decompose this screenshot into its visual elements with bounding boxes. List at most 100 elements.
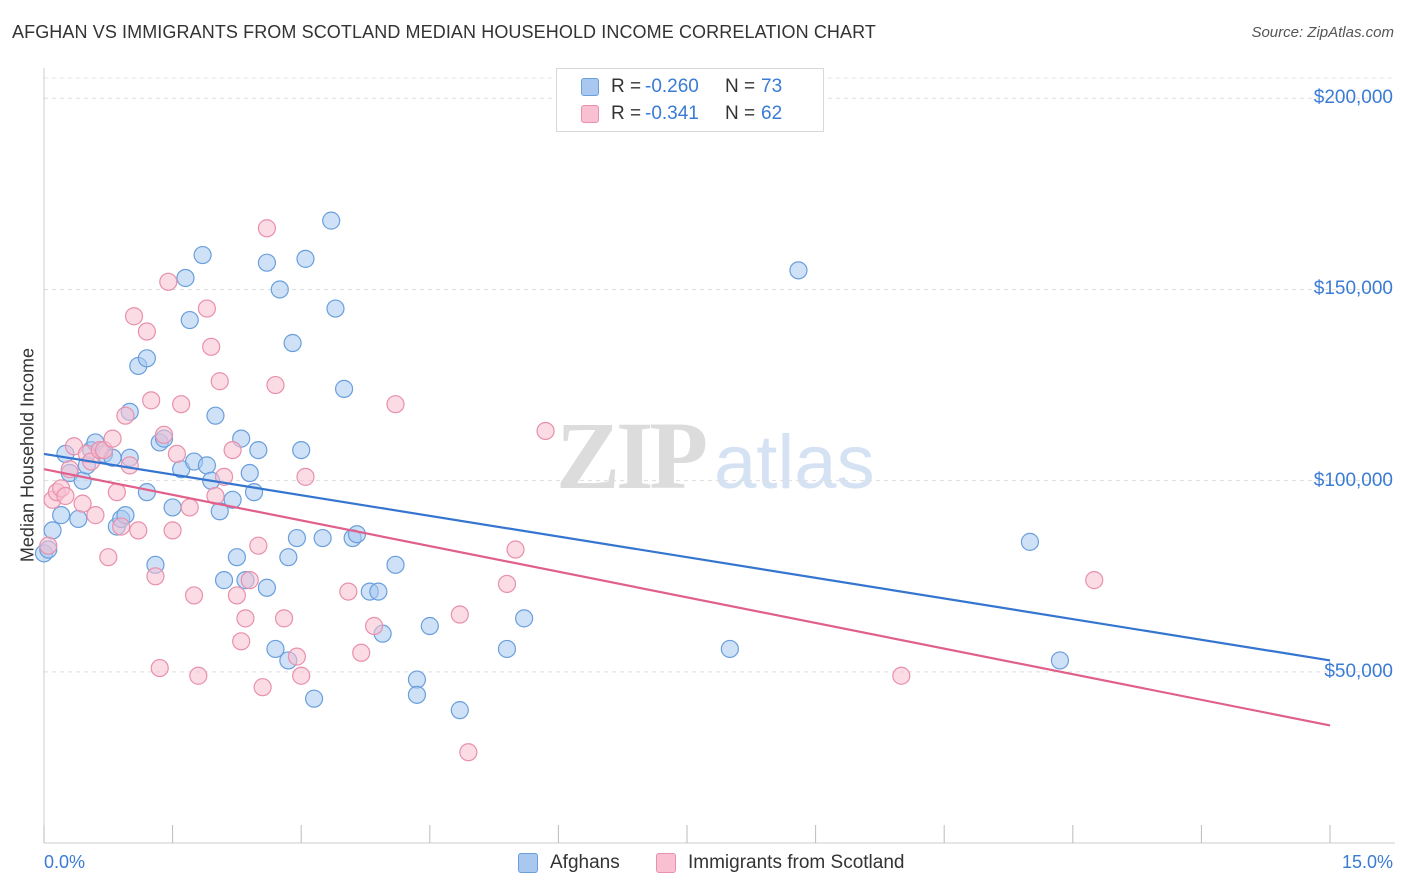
data-point: [172, 395, 191, 414]
data-point: [497, 639, 517, 659]
data-point: [124, 307, 144, 326]
data-point: [334, 379, 354, 398]
data-point: [789, 261, 808, 280]
y-tick-label: $100,000: [1313, 469, 1393, 491]
data-point: [167, 444, 186, 464]
data-point: [407, 670, 427, 689]
data-point: [150, 658, 169, 678]
y-tick-label: $50,000: [1324, 660, 1393, 682]
x-axis-min-label: 0.0%: [44, 852, 86, 872]
chart-source: Source: ZipAtlas.com: [1251, 24, 1394, 41]
legend-swatch-scotland: [656, 853, 676, 873]
data-point: [347, 525, 367, 544]
data-point: [180, 498, 199, 517]
axes: [43, 68, 1395, 844]
data-point: [180, 310, 199, 330]
data-point: [313, 528, 332, 548]
legend-n-label: N =: [725, 76, 756, 97]
data-point: [287, 647, 307, 666]
data-point: [103, 429, 122, 448]
data-point: [197, 299, 216, 318]
legend-swatch-afghans: [581, 78, 599, 96]
data-point: [154, 425, 174, 444]
data-point: [506, 540, 525, 559]
stats-legend: R = -0.260 N = 73 R = -0.341 N = 62: [556, 68, 824, 132]
data-point: [304, 689, 324, 708]
data-point: [210, 372, 229, 391]
series-immigrants-from-scotland: [39, 219, 1104, 762]
data-point: [137, 349, 156, 368]
data-point: [386, 555, 405, 574]
data-point: [515, 609, 534, 628]
data-point: [137, 483, 156, 502]
y-tick-label: $150,000: [1313, 278, 1393, 300]
watermark-zip: ZIP: [556, 402, 708, 509]
data-point: [420, 616, 439, 636]
data-point: [99, 548, 118, 567]
data-point: [146, 567, 165, 586]
data-point: [459, 743, 478, 762]
data-point: [129, 521, 148, 540]
data-point: [1050, 651, 1070, 670]
legend-swatch-afghans: [518, 853, 538, 873]
data-point: [274, 609, 294, 628]
data-point: [159, 272, 178, 291]
watermark: ZIP atlas: [556, 400, 875, 511]
data-point: [407, 685, 427, 704]
legend-item-afghans[interactable]: Afghans: [518, 852, 620, 874]
data-point: [1085, 571, 1104, 590]
data-point: [292, 666, 311, 685]
legend-n-value: 73: [761, 76, 783, 97]
legend-item-scotland[interactable]: Immigrants from Scotland: [656, 852, 904, 874]
data-point: [339, 582, 358, 601]
y-tick-label: $200,000: [1313, 87, 1393, 109]
data-point: [257, 253, 277, 272]
data-point: [326, 299, 345, 318]
data-point: [287, 528, 307, 548]
data-point: [497, 574, 517, 594]
data-point: [253, 678, 272, 697]
data-point: [270, 280, 289, 299]
data-point: [197, 456, 216, 475]
data-point: [176, 268, 195, 288]
data-point: [227, 586, 246, 605]
legend-row-afghans: R = -0.260 N = 73: [581, 75, 782, 99]
data-point: [292, 440, 311, 460]
data-point: [257, 219, 277, 238]
data-point: [214, 571, 234, 590]
chart-title: AFGHAN VS IMMIGRANTS FROM SCOTLAND MEDIA…: [12, 22, 877, 42]
data-point: [223, 490, 242, 509]
data-point: [279, 548, 298, 567]
legend-label-scotland: Immigrants from Scotland: [688, 852, 905, 873]
data-point: [352, 643, 371, 662]
data-point: [142, 391, 161, 410]
data-point: [52, 506, 71, 525]
data-point: [283, 333, 302, 353]
data-point: [73, 494, 92, 513]
data-point: [189, 666, 208, 685]
series-afghans: [34, 211, 1070, 720]
trend-line: [43, 468, 1331, 727]
data-point: [266, 375, 285, 395]
legend-row-scotland: R = -0.341 N = 62: [581, 102, 782, 126]
data-point: [56, 486, 75, 506]
data-point: [240, 571, 259, 590]
series-legend: Afghans Immigrants from Scotland: [0, 852, 1406, 878]
data-point: [257, 578, 277, 597]
data-point: [232, 632, 251, 651]
data-point: [69, 509, 88, 529]
data-point: [1020, 532, 1040, 551]
data-point: [892, 666, 911, 685]
data-point: [369, 582, 388, 601]
data-point: [163, 521, 182, 540]
data-point: [43, 521, 62, 540]
watermark-atlas: atlas: [714, 420, 875, 505]
data-point: [322, 211, 341, 230]
data-point: [39, 536, 58, 555]
data-point: [536, 421, 555, 441]
data-point: [720, 639, 739, 659]
data-point: [364, 616, 384, 636]
data-point: [184, 586, 204, 605]
trend-line: [43, 452, 1331, 662]
